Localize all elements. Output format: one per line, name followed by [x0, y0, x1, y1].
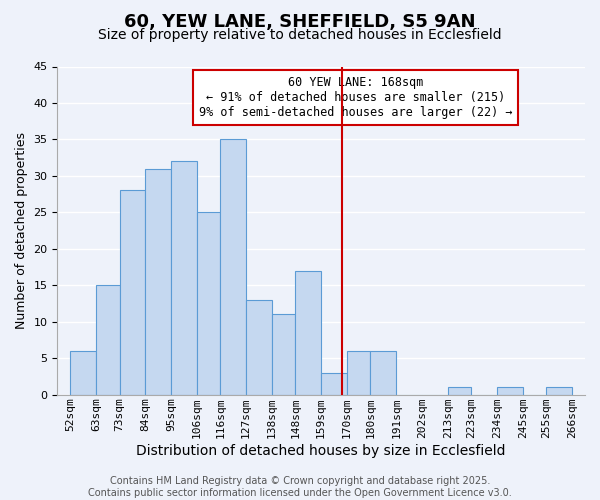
Text: Size of property relative to detached houses in Ecclesfield: Size of property relative to detached ho… [98, 28, 502, 42]
Y-axis label: Number of detached properties: Number of detached properties [15, 132, 28, 329]
Bar [272, 314, 295, 394]
Bar [246, 300, 272, 394]
Bar [448, 388, 471, 394]
Bar [197, 212, 220, 394]
Bar [497, 388, 523, 394]
Bar [295, 270, 321, 394]
Bar [171, 162, 197, 394]
Bar [119, 190, 145, 394]
Text: 60 YEW LANE: 168sqm
← 91% of detached houses are smaller (215)
9% of semi-detach: 60 YEW LANE: 168sqm ← 91% of detached ho… [199, 76, 512, 120]
Text: Contains HM Land Registry data © Crown copyright and database right 2025.
Contai: Contains HM Land Registry data © Crown c… [88, 476, 512, 498]
X-axis label: Distribution of detached houses by size in Ecclesfield: Distribution of detached houses by size … [136, 444, 506, 458]
Bar [321, 373, 347, 394]
Bar [145, 168, 171, 394]
Bar [220, 140, 246, 394]
Bar [70, 351, 96, 395]
Bar [547, 388, 572, 394]
Bar [347, 351, 370, 395]
Bar [96, 286, 119, 395]
Bar [370, 351, 396, 395]
Text: 60, YEW LANE, SHEFFIELD, S5 9AN: 60, YEW LANE, SHEFFIELD, S5 9AN [124, 12, 476, 30]
